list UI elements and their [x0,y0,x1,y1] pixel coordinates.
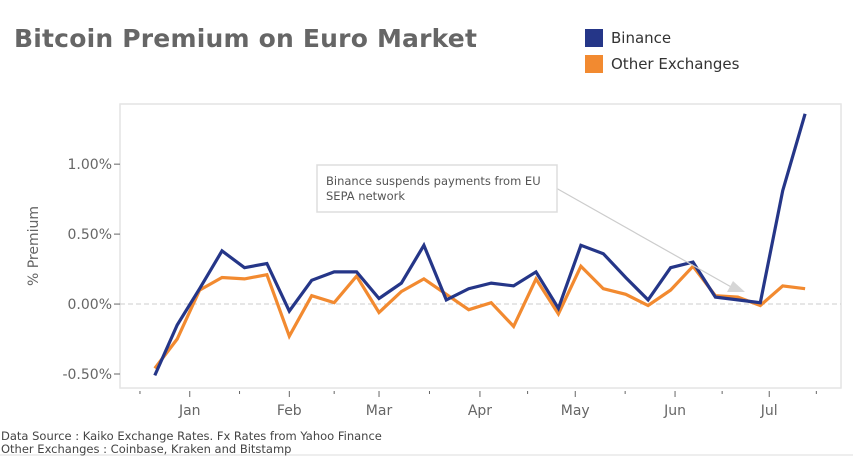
legend-swatch-binance [585,29,603,47]
x-tick-label: Mar [366,403,393,419]
legend-label-other-exchanges: Other Exchanges [611,55,740,73]
legend: Binance Other Exchanges [585,25,739,77]
y-tick-label: 1.00% [68,157,112,173]
series-line-other-exchanges [153,263,806,370]
y-tick-label: 0.00% [68,297,112,313]
annotation-text: SEPA network [326,189,405,203]
x-tick-label: Jul [760,403,778,419]
chart-title: Bitcoin Premium on Euro Market [14,24,478,53]
x-tick-label: Jun [663,403,686,419]
annotation-text: Binance suspends payments from EU [326,174,541,188]
footnote-other-exchanges: Other Exchanges : Coinbase, Kraken and B… [1,442,292,456]
y-tick-label: -0.50% [62,367,112,383]
footnote-data-source: Data Source : Kaiko Exchange Rates. Fx R… [1,429,382,443]
x-tick-label: May [561,403,590,419]
annotation-arrow-line [555,187,734,289]
annotation-arrowhead-icon [727,281,745,292]
legend-swatch-other-exchanges [585,55,603,73]
y-tick-label: 0.50% [68,227,112,243]
legend-label-binance: Binance [611,29,672,47]
plot-area [119,103,842,389]
x-tick-label: Apr [468,403,492,419]
x-tick-label: Feb [277,403,302,419]
legend-item-binance[interactable]: Binance [585,25,739,51]
series-line-binance [153,113,807,377]
legend-item-other-exchanges[interactable]: Other Exchanges [585,51,739,77]
y-axis-label: % Premium [26,206,42,286]
annotation-box [316,164,558,213]
x-tick-label: Jan [178,403,201,419]
